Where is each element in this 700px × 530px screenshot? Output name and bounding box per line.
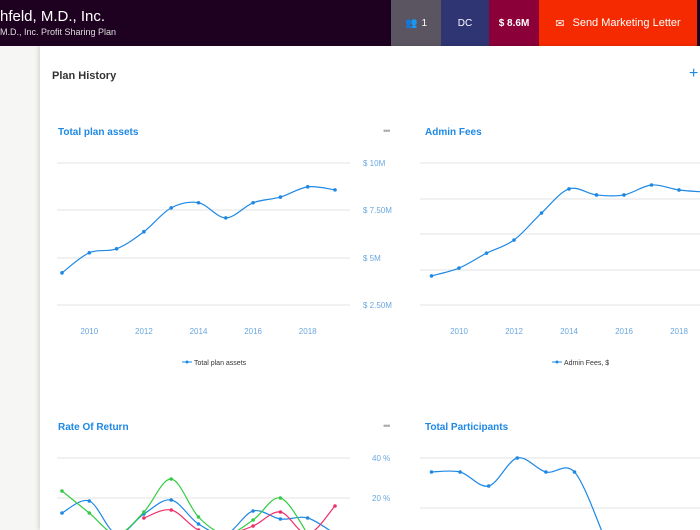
y-tick-label: $ 2.50M <box>363 301 392 310</box>
data-point[interactable] <box>87 499 92 503</box>
plan-type-badge[interactable]: DC <box>441 0 489 46</box>
data-point[interactable] <box>278 510 283 514</box>
send-letter-label: Send Marketing Letter <box>572 17 681 29</box>
chart-0: $ 10M $ 7.50M $ 5M $ 2.50M 2010 2012 2014 2016 2… <box>57 159 392 367</box>
data-point[interactable] <box>333 504 337 508</box>
data-point[interactable] <box>196 522 201 526</box>
data-point[interactable] <box>429 470 434 474</box>
data-point[interactable] <box>544 470 548 474</box>
y-tick-label: 40 % <box>372 454 390 463</box>
x-tick-label: 2012 <box>505 327 523 336</box>
x-tick-label: 2018 <box>299 327 317 336</box>
data-point[interactable] <box>196 200 201 205</box>
data-point[interactable] <box>169 477 173 481</box>
data-point[interactable] <box>87 511 92 515</box>
chart-2: 40 % 20 % <box>57 454 390 530</box>
y-tick-label: $ 10M <box>363 159 386 168</box>
participants-count: 1 <box>421 17 427 29</box>
y-tick-label: 20 % <box>372 494 390 503</box>
legend-label[interactable]: Admin Fees, $ <box>564 360 609 367</box>
send-marketing-letter-button[interactable]: ✉ Send Marketing Letter <box>539 0 697 46</box>
header: hfeld, M.D., Inc. M.D., Inc. Profit Shar… <box>0 0 700 46</box>
data-point[interactable] <box>515 456 520 460</box>
data-point[interactable] <box>169 498 173 502</box>
data-point[interactable] <box>196 515 201 519</box>
x-tick-label: 2016 <box>244 327 262 336</box>
data-point[interactable] <box>305 516 310 520</box>
legend-marker <box>555 360 559 364</box>
data-point[interactable] <box>458 470 462 474</box>
data-point[interactable] <box>142 229 146 234</box>
data-point[interactable] <box>169 206 173 210</box>
x-tick-label: 2012 <box>135 327 153 336</box>
data-point[interactable] <box>649 183 654 187</box>
data-point[interactable] <box>486 484 491 488</box>
series-line <box>431 457 603 530</box>
ellipsis-icon[interactable]: ••• <box>383 421 391 431</box>
data-point[interactable] <box>251 509 255 513</box>
plan-history-card: Plan History + Total plan assets ••• Adm… <box>40 46 700 530</box>
series-line <box>143 505 336 530</box>
data-point[interactable] <box>251 524 255 528</box>
users-icon: 👥 <box>404 17 418 29</box>
data-point[interactable] <box>677 188 681 192</box>
data-point[interactable] <box>539 211 544 215</box>
data-point[interactable] <box>278 496 283 500</box>
x-tick-label: 2016 <box>615 327 633 336</box>
page-title: Plan History <box>52 70 117 82</box>
data-point[interactable] <box>169 508 173 512</box>
data-point[interactable] <box>142 516 146 520</box>
data-point[interactable] <box>60 271 64 275</box>
data-point[interactable] <box>429 274 434 278</box>
data-point[interactable] <box>224 216 228 220</box>
data-point[interactable] <box>594 193 599 197</box>
data-point[interactable] <box>512 238 516 242</box>
data-point[interactable] <box>278 517 283 521</box>
data-point[interactable] <box>457 266 461 270</box>
chart-title-admin-fees: Admin Fees <box>425 127 482 138</box>
chart-1: 2010 2012 2014 2016 2018 Admin Fees, $ <box>420 162 700 367</box>
legend-label[interactable]: Total plan assets <box>194 360 247 367</box>
data-point[interactable] <box>87 250 92 255</box>
data-point[interactable] <box>572 470 577 474</box>
data-point[interactable] <box>114 246 119 251</box>
data-point[interactable] <box>305 185 310 189</box>
envelope-icon: ✉ <box>555 17 565 30</box>
participants-badge[interactable]: 👥 1 <box>391 0 441 46</box>
data-point[interactable] <box>278 195 283 199</box>
data-point[interactable] <box>60 511 64 515</box>
data-point[interactable] <box>251 200 255 205</box>
data-point[interactable] <box>333 188 337 192</box>
data-point[interactable] <box>60 489 64 493</box>
x-tick-label: 2018 <box>670 327 688 336</box>
plus-icon[interactable]: + <box>689 65 699 82</box>
chart-title-assets: Total plan assets <box>58 127 139 138</box>
plan-subtitle: M.D., Inc. Profit Sharing Plan <box>0 27 117 37</box>
assets-badge[interactable]: $ 8.6M <box>489 0 539 46</box>
y-tick-label: $ 7.50M <box>363 206 392 215</box>
chart-title-rate-of-return: Rate Of Return <box>58 422 129 433</box>
data-point[interactable] <box>251 518 255 522</box>
y-tick-label: $ 5M <box>363 254 381 263</box>
chart-title-participants: Total Participants <box>425 422 509 433</box>
data-point[interactable] <box>567 187 571 191</box>
data-point[interactable] <box>622 193 626 197</box>
x-tick-label: 2014 <box>190 327 208 336</box>
x-tick-label: 2010 <box>80 327 98 336</box>
x-tick-label: 2014 <box>560 327 578 336</box>
ellipsis-icon[interactable]: ••• <box>383 126 391 136</box>
legend-marker <box>185 360 189 364</box>
x-tick-label: 2010 <box>450 327 468 336</box>
client-title: hfeld, M.D., Inc. <box>0 8 106 25</box>
series-line <box>61 478 306 530</box>
series-line <box>61 186 336 274</box>
chart-3 <box>420 456 700 530</box>
data-point[interactable] <box>484 251 489 255</box>
data-point[interactable] <box>142 510 146 514</box>
